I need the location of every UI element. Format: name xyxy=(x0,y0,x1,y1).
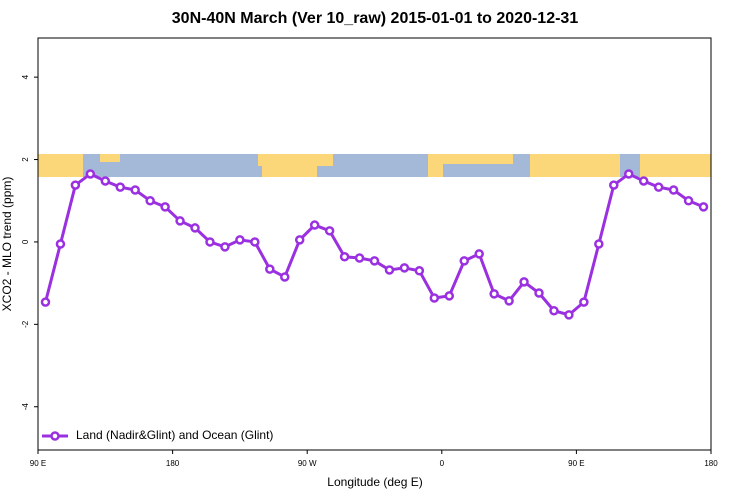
x-tick-label: 180 xyxy=(704,459,718,468)
data-point xyxy=(459,256,469,266)
data-point xyxy=(145,195,155,206)
data-point xyxy=(115,182,126,192)
data-point xyxy=(653,182,664,192)
data-point xyxy=(594,239,604,249)
legend-label: Land (Nadir&Glint) and Ocean (Glint) xyxy=(76,428,273,442)
data-point xyxy=(324,226,335,236)
data-point xyxy=(399,263,410,273)
data-point xyxy=(668,185,679,195)
data-point xyxy=(235,235,245,245)
data-point xyxy=(489,289,499,299)
data-point xyxy=(130,185,140,195)
series-line xyxy=(44,172,705,317)
data-point xyxy=(70,180,81,190)
data-point xyxy=(683,195,694,206)
data-point xyxy=(504,296,514,306)
data-point xyxy=(175,216,185,226)
y-tick-label: -4 xyxy=(21,403,30,411)
data-point xyxy=(294,235,305,245)
data-point xyxy=(549,305,559,316)
x-tick-label: 90 E xyxy=(30,459,46,468)
plot-frame xyxy=(37,37,712,451)
data-point xyxy=(339,252,350,262)
legend-marker xyxy=(50,431,60,441)
data-point xyxy=(55,239,66,249)
data-point xyxy=(564,310,574,320)
data-point xyxy=(100,176,111,186)
data-point xyxy=(250,237,260,247)
data-point xyxy=(623,169,634,179)
y-tick-label: -2 xyxy=(21,320,30,328)
data-point xyxy=(534,288,544,298)
y-tick-label: 2 xyxy=(21,157,30,162)
data-point xyxy=(280,272,290,282)
data-point xyxy=(220,242,230,252)
data-point xyxy=(474,249,484,259)
x-tick-label: 90 W xyxy=(298,459,317,468)
data-point xyxy=(429,293,440,303)
map-strip xyxy=(38,154,711,177)
data-point xyxy=(160,202,170,212)
data-point xyxy=(519,277,529,287)
x-axis-label: Longitude (deg E) xyxy=(327,475,422,489)
x-tick-label: 0 xyxy=(440,459,445,468)
y-axis-label: XCO2 - MLO trend (ppm) xyxy=(0,177,14,312)
data-point xyxy=(40,297,51,307)
data-point xyxy=(265,264,275,274)
data-point xyxy=(609,180,619,190)
data-point xyxy=(698,202,709,212)
x-tick-label: 90 E xyxy=(568,459,584,468)
y-tick-label: 4 xyxy=(21,74,30,79)
data-point xyxy=(354,253,365,263)
data-point xyxy=(414,266,425,276)
x-tick-label: 180 xyxy=(166,459,180,468)
data-point xyxy=(205,237,215,247)
data-point xyxy=(369,256,380,266)
y-tick-label: 0 xyxy=(21,239,30,244)
data-point xyxy=(384,265,395,275)
chart-title: 30N-40N March (Ver 10_raw) 2015-01-01 to… xyxy=(172,10,579,27)
data-point xyxy=(579,297,589,307)
data-point xyxy=(444,291,455,301)
data-point xyxy=(638,176,649,186)
data-point xyxy=(85,169,96,179)
data-point xyxy=(190,223,200,233)
data-point xyxy=(309,220,320,230)
